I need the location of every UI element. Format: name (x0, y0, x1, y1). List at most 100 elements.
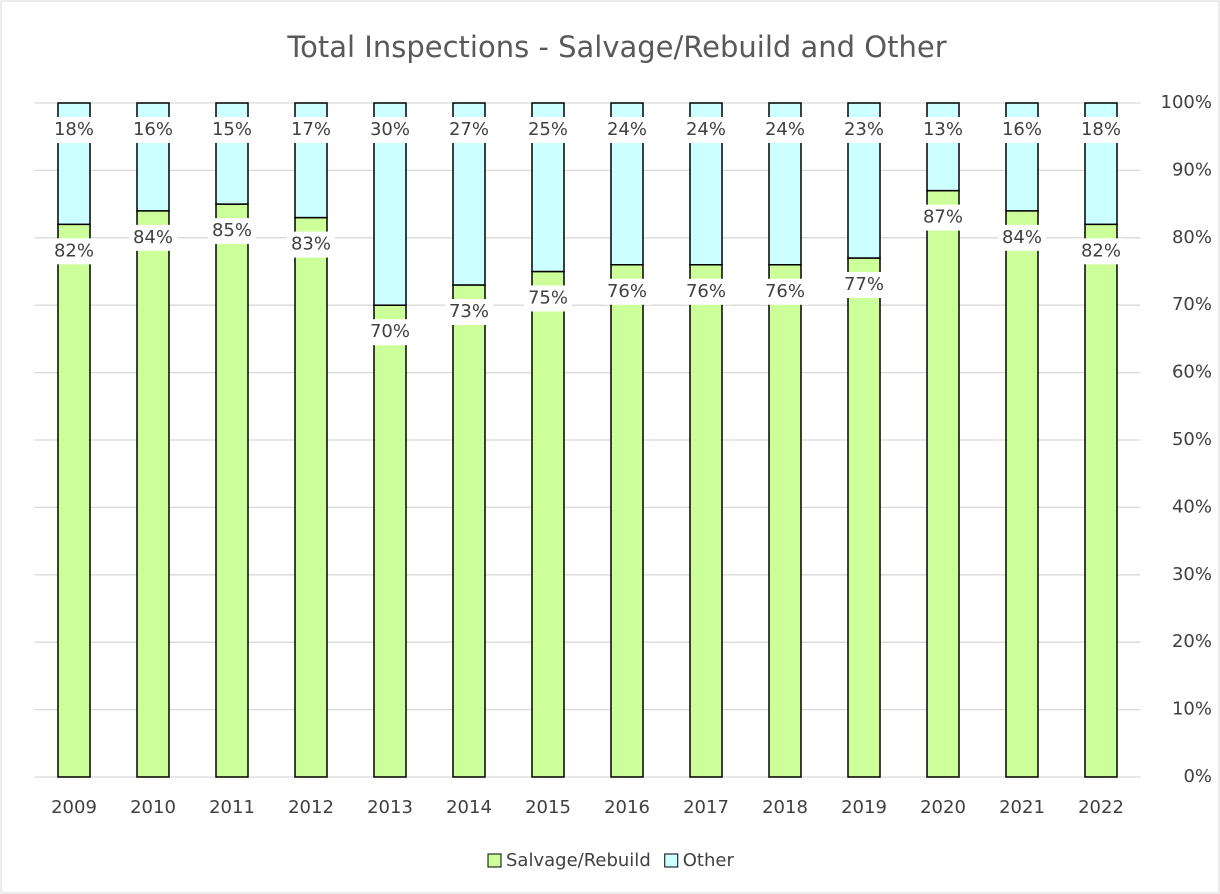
data-label-bg (50, 117, 98, 143)
data-label-bg (840, 117, 888, 143)
y-tick-label: 30% (1172, 564, 1212, 585)
x-tick-label: 2009 (51, 797, 97, 818)
x-tick-label: 2018 (762, 797, 808, 818)
data-label: 18% (54, 119, 94, 140)
data-label: 16% (1002, 119, 1042, 140)
y-tick-label: 0% (1183, 766, 1212, 787)
data-label-bg (524, 117, 572, 143)
x-tick-label: 2017 (683, 797, 729, 818)
y-tick-label: 50% (1172, 429, 1212, 450)
data-label: 73% (449, 301, 489, 322)
data-label: 18% (1081, 119, 1121, 140)
data-label: 30% (370, 119, 410, 140)
bar-segment (1084, 223, 1118, 778)
data-label-bg (366, 117, 414, 143)
data-label-bg (50, 238, 98, 265)
data-label-bg (840, 272, 888, 299)
legend-swatch (487, 853, 502, 868)
legend-label: Salvage/Rebuild (506, 850, 651, 871)
y-tick-label: 100% (1161, 92, 1212, 113)
data-label-bg (1077, 117, 1125, 143)
data-label-bg (524, 285, 572, 312)
chart-title: Total Inspections - Salvage/Rebuild and … (286, 30, 946, 64)
bar-segment (57, 223, 91, 778)
bar-segment (215, 203, 249, 778)
data-label: 16% (133, 119, 173, 140)
data-label: 24% (607, 119, 647, 140)
data-label: 27% (449, 119, 489, 140)
x-tick-label: 2014 (446, 797, 492, 818)
y-tick-label: 90% (1172, 159, 1212, 180)
data-label: 17% (291, 119, 331, 140)
data-label: 77% (844, 274, 884, 295)
data-label-bg (761, 278, 809, 305)
data-label: 25% (528, 119, 568, 140)
data-label: 15% (212, 119, 252, 140)
x-tick-label: 2015 (525, 797, 571, 818)
bar-segment (1005, 210, 1039, 778)
y-tick-label: 60% (1172, 362, 1212, 383)
legend-swatch (664, 853, 679, 868)
y-tick-label: 80% (1172, 227, 1212, 248)
data-label: 70% (370, 321, 410, 342)
data-label: 24% (686, 119, 726, 140)
data-label-bg (603, 117, 651, 143)
data-label: 87% (923, 207, 963, 228)
data-label-bg (129, 117, 177, 143)
data-label-bg (603, 278, 651, 305)
bar-segment (847, 257, 881, 778)
data-label-bg (919, 117, 967, 143)
data-label: 82% (1081, 240, 1121, 261)
data-label-bg (682, 117, 730, 143)
x-tick-label: 2020 (920, 797, 966, 818)
y-tick-label: 10% (1172, 699, 1212, 720)
x-tick-label: 2022 (1078, 797, 1124, 818)
data-label: 83% (291, 234, 331, 255)
bar-segment (373, 304, 407, 778)
data-label-bg (682, 278, 730, 305)
data-label: 75% (528, 288, 568, 309)
data-label-bg (208, 218, 256, 245)
bar-segment (926, 189, 960, 778)
data-label-bg (919, 204, 967, 231)
data-label-bg (761, 117, 809, 143)
x-tick-label: 2016 (604, 797, 650, 818)
x-tick-label: 2011 (209, 797, 255, 818)
x-tick-label: 2010 (130, 797, 176, 818)
legend-label: Other (683, 850, 735, 871)
y-tick-label: 70% (1172, 294, 1212, 315)
data-label-bg (998, 117, 1046, 143)
data-label: 85% (212, 220, 252, 241)
data-label: 84% (133, 227, 173, 248)
data-label: 76% (607, 281, 647, 302)
y-tick-label: 40% (1172, 496, 1212, 517)
data-label-bg (129, 224, 177, 251)
x-tick-label: 2021 (999, 797, 1045, 818)
bar-segment (452, 284, 486, 778)
x-tick-label: 2012 (288, 797, 334, 818)
x-tick-label: 2019 (841, 797, 887, 818)
data-label-bg (998, 224, 1046, 251)
data-label-bg (445, 117, 493, 143)
data-label: 24% (765, 119, 805, 140)
legend: Salvage/Rebuild Other (487, 850, 735, 871)
bar-segment (610, 264, 644, 778)
data-label-bg (208, 117, 256, 143)
data-label: 82% (54, 240, 94, 261)
data-label: 13% (923, 119, 963, 140)
data-label-bg (287, 117, 335, 143)
bar-segment (136, 210, 170, 778)
data-label: 76% (686, 281, 726, 302)
bar-segment (768, 264, 802, 778)
y-tick-label: 20% (1172, 631, 1212, 652)
bar-segment (689, 264, 723, 778)
data-label: 76% (765, 281, 805, 302)
data-label-bg (287, 231, 335, 258)
data-label-bg (1077, 238, 1125, 265)
data-label-bg (445, 298, 493, 325)
data-label: 84% (1002, 227, 1042, 248)
data-label-bg (366, 319, 414, 346)
data-label: 23% (844, 119, 884, 140)
bar-segment (926, 102, 960, 192)
